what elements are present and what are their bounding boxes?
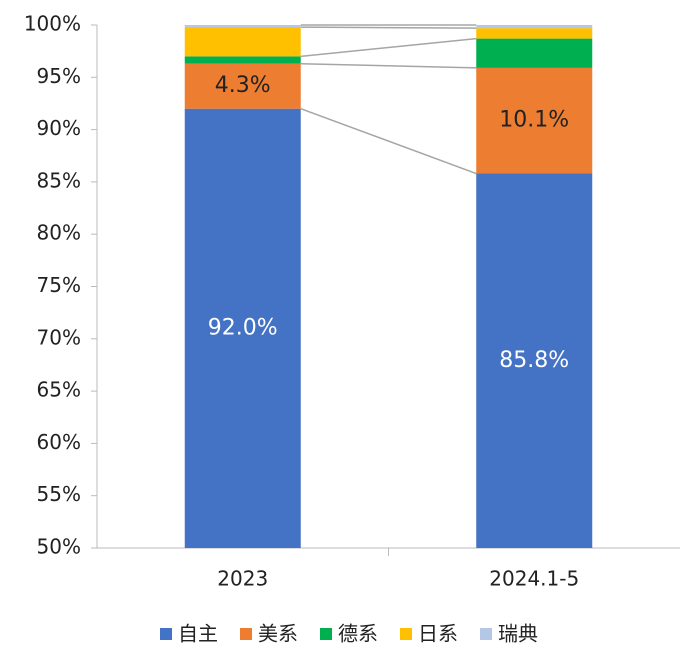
- series-line: [300, 62, 477, 69]
- series-line: [300, 37, 477, 58]
- y-tick-label: 75%: [37, 273, 81, 297]
- y-tick-label: 85%: [37, 168, 81, 192]
- legend-label: 美系: [258, 622, 298, 646]
- bar-segment: [476, 38, 593, 68]
- bar-segment: [476, 28, 593, 39]
- bar-segment: [184, 25, 301, 28]
- y-tick-label: 100%: [24, 12, 81, 36]
- bar-segment: [476, 25, 593, 29]
- legend-label: 瑞典: [498, 622, 538, 646]
- legend-swatch: [320, 628, 332, 640]
- data-label: 92.0%: [208, 315, 278, 340]
- legend-swatch: [480, 628, 492, 640]
- y-tick-label: 95%: [37, 64, 81, 88]
- y-tick-label: 50%: [37, 535, 81, 559]
- legend-label: 自主: [178, 622, 218, 646]
- y-tick-label: 80%: [37, 221, 81, 245]
- y-tick-label: 60%: [37, 430, 81, 454]
- bar-segment: [476, 173, 593, 549]
- bar-segment: [476, 67, 593, 174]
- bar-segment: [184, 63, 301, 109]
- bar-segment: [184, 108, 301, 549]
- data-label: 4.3%: [215, 73, 271, 98]
- bar-segment: [184, 56, 301, 64]
- legend-swatch: [240, 628, 252, 640]
- y-tick-label: 55%: [37, 482, 81, 506]
- y-tick-label: 70%: [37, 325, 81, 349]
- series-line: [300, 26, 477, 29]
- legend-swatch: [160, 628, 172, 640]
- y-tick-label: 90%: [37, 116, 81, 140]
- legend-label: 日系: [418, 622, 458, 646]
- legend-swatch: [400, 628, 412, 640]
- data-label: 85.8%: [499, 348, 569, 373]
- series-line: [300, 107, 477, 175]
- legend-label: 德系: [338, 622, 378, 646]
- x-tick-label: 2024.1-5: [489, 567, 579, 591]
- data-label: 10.1%: [499, 108, 569, 133]
- bar-segment: [184, 27, 301, 57]
- x-tick-label: 2023: [217, 567, 268, 591]
- y-tick-label: 65%: [37, 378, 81, 402]
